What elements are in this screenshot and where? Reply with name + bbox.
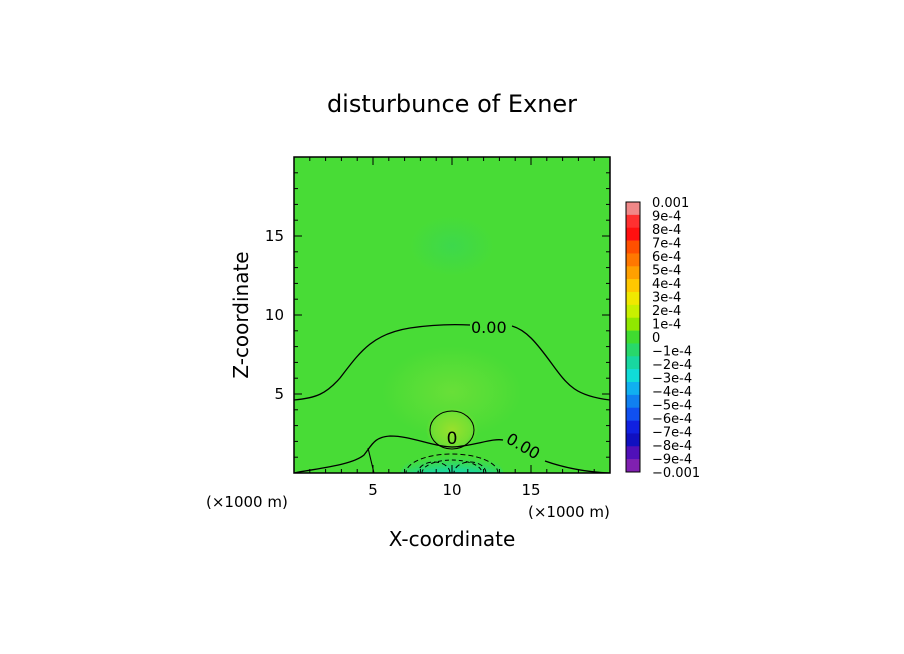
colorbar-label: −9e-4: [652, 453, 692, 468]
colorbar-swatch: [626, 459, 640, 473]
colorbar-label: 1e-4: [652, 318, 681, 333]
colorbar-swatch: [626, 227, 640, 241]
colorbar: 0.0019e-48e-47e-46e-45e-44e-43e-42e-41e-…: [625, 196, 700, 481]
colorbar-swatch: [626, 304, 640, 319]
colorbar-label: −6e-4: [652, 412, 692, 427]
colorbar-label: −0.001: [652, 466, 700, 481]
y-axis-ticks: 5 10 15: [265, 156, 610, 474]
colorbar-label: −4e-4: [652, 385, 692, 400]
colorbar-swatch: [626, 382, 640, 396]
colorbar-label: −5e-4: [652, 399, 692, 414]
mid-positive-region: [382, 346, 522, 438]
colorbar-label: 0.001: [652, 196, 689, 211]
colorbar-label: 4e-4: [652, 277, 681, 292]
contour-zero-lower-left: [294, 435, 504, 473]
colorbar-label: 0: [652, 331, 660, 346]
x-unit-label: (×1000 m): [528, 503, 610, 521]
colorbar-swatch: [626, 279, 640, 293]
upper-weak-region: [410, 216, 494, 276]
x-axis-label: X-coordinate: [389, 527, 516, 551]
contour-label-core: 0: [447, 429, 458, 449]
colorbar-swatch: [626, 433, 640, 447]
y-unit-label: (×1000 m): [206, 493, 288, 511]
chart-title: disturbunce of Exner: [327, 90, 577, 118]
colorbar-swatch: [626, 407, 640, 421]
colorbar-label: −7e-4: [652, 426, 692, 441]
colorbar-label: 5e-4: [652, 264, 681, 279]
colorbar-swatch: [626, 240, 640, 254]
x-tick-label: 15: [521, 481, 540, 499]
contour-positive-ring: [429, 410, 475, 450]
colorbar-swatch: [626, 330, 640, 344]
y-tick-label: 5: [274, 385, 284, 403]
colorbar-label: 9e-4: [652, 210, 681, 225]
colorbar-swatch: [626, 356, 640, 370]
colorbar-swatch: [626, 266, 640, 280]
contour-negative-dashed-4: [421, 459, 483, 473]
contour-zero-upper-right: [511, 325, 610, 401]
contour-zero-upper: [294, 323, 471, 401]
colorbar-swatch: [626, 420, 640, 434]
colorbar-swatch: [626, 394, 640, 409]
colorbar-label: −8e-4: [652, 439, 692, 454]
colorbar-label: 8e-4: [652, 223, 681, 238]
contour-label-upper: 0.00: [471, 318, 507, 337]
colorbar-label: −1e-4: [652, 345, 692, 360]
colorbar-label: 3e-4: [652, 291, 681, 306]
colorbar-label: 7e-4: [652, 237, 681, 252]
colorbar-frame: [625, 201, 641, 473]
colorbar-swatch: [626, 292, 640, 306]
colorbar-swatch: [626, 343, 640, 357]
plot-area: [294, 157, 610, 473]
colorbar-swatch: [626, 446, 640, 460]
y-axis-label: Z-coordinate: [229, 251, 253, 378]
colorbar-label: 2e-4: [652, 304, 681, 319]
colorbar-swatch: [626, 214, 640, 229]
colorbar-label: −3e-4: [652, 372, 692, 387]
colorbar-swatch: [626, 202, 640, 216]
negative-surface-core: [400, 450, 504, 473]
colorbar-swatch: [626, 317, 640, 331]
x-tick-label: 10: [442, 481, 461, 499]
colorbar-swatch: [626, 369, 640, 383]
colorbar-label: −2e-4: [652, 358, 692, 373]
y-tick-label: 15: [265, 227, 284, 245]
colorbar-label: 6e-4: [652, 250, 681, 265]
x-axis-ticks: 5 10 15: [293, 157, 611, 499]
positive-core: [426, 408, 478, 452]
colorbar-swatch: [626, 253, 640, 267]
y-tick-label: 10: [265, 306, 284, 324]
x-tick-label: 5: [368, 481, 378, 499]
